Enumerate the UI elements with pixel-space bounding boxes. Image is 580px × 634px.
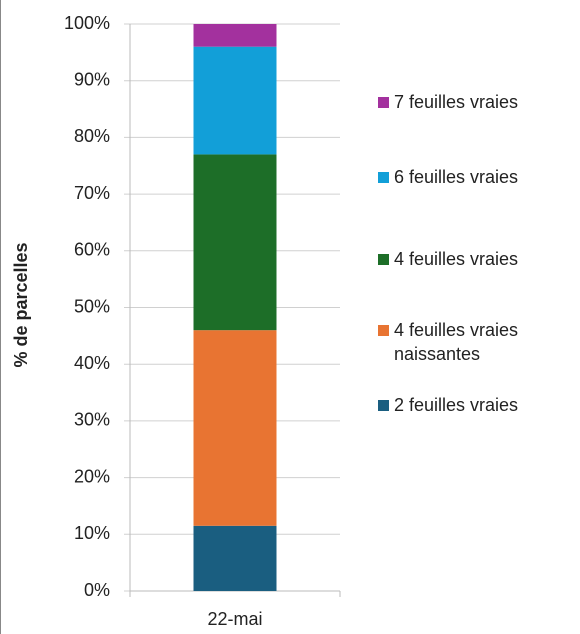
legend-swatch bbox=[378, 254, 389, 265]
legend-item: 4 feuilles vraies naissantes bbox=[378, 318, 580, 366]
legend-item: 2 feuilles vraies bbox=[378, 393, 580, 417]
legend-label: 2 feuilles vraies bbox=[394, 395, 519, 415]
y-tick-label: 30% bbox=[74, 410, 110, 430]
y-tick-label: 90% bbox=[74, 69, 110, 89]
legend-item: 4 feuilles vraies bbox=[378, 247, 580, 271]
legend-swatch bbox=[378, 97, 389, 108]
bar-segment bbox=[193, 24, 277, 47]
y-tick-label: 40% bbox=[74, 353, 110, 373]
y-tick-label: 60% bbox=[74, 240, 110, 260]
legend-label: 7 feuilles vraies bbox=[394, 92, 519, 112]
y-tick-label: 70% bbox=[74, 183, 110, 203]
legend-label: 4 feuilles vraies naissantes bbox=[394, 320, 519, 364]
legend-item: 7 feuilles vraies bbox=[378, 90, 580, 114]
y-axis-title: % de parcelles bbox=[11, 242, 31, 367]
legend-item: 6 feuilles vraies bbox=[378, 165, 580, 189]
y-tick-label: 20% bbox=[74, 466, 110, 486]
bar-segment bbox=[193, 525, 277, 591]
legend-label: 6 feuilles vraies bbox=[394, 167, 519, 187]
bar-segment bbox=[193, 154, 277, 331]
y-tick-label: 100% bbox=[64, 13, 110, 33]
x-tick-label: 22-mai bbox=[207, 609, 262, 629]
bar-segment bbox=[193, 46, 277, 155]
legend-label: 4 feuilles vraies bbox=[394, 249, 519, 269]
legend-swatch bbox=[378, 325, 389, 336]
y-tick-label: 80% bbox=[74, 126, 110, 146]
y-tick-label: 50% bbox=[74, 296, 110, 316]
y-tick-label: 0% bbox=[84, 580, 110, 600]
legend-swatch bbox=[378, 400, 389, 411]
bar-segment bbox=[193, 330, 277, 526]
legend-swatch bbox=[378, 172, 389, 183]
y-tick-label: 10% bbox=[74, 523, 110, 543]
